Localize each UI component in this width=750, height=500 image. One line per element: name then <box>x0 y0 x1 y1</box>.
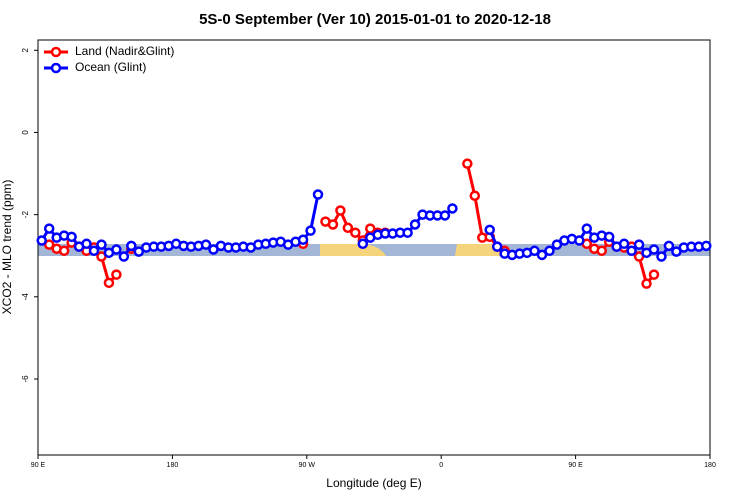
y-tick-label: -2 <box>21 211 30 219</box>
series-marker <box>596 245 607 257</box>
chart-title: 5S-0 September (Ver 10) 2015-01-01 to 20… <box>199 11 551 28</box>
series-marker <box>663 240 675 252</box>
series-marker <box>118 251 130 262</box>
x-tick-label: 90 E <box>568 462 583 469</box>
y-tick-label: 0 <box>21 130 30 135</box>
series-marker <box>58 245 70 257</box>
series-marker <box>103 277 115 289</box>
legend-label: Land (Nadir&Glint) <box>75 44 174 58</box>
series-marker <box>402 227 413 238</box>
series-marker <box>297 234 309 245</box>
series-marker <box>439 210 451 221</box>
series-marker <box>603 231 615 243</box>
x-tick-label: 0 <box>439 462 443 469</box>
x-axis-label: Longitude (deg E) <box>326 476 421 490</box>
series-marker <box>111 244 122 255</box>
series-marker <box>551 239 563 250</box>
legend-marker <box>50 62 62 74</box>
series-marker <box>81 238 92 250</box>
series-marker <box>536 249 548 261</box>
series-marker <box>648 269 660 280</box>
series-marker <box>126 240 137 252</box>
series-marker <box>641 278 652 289</box>
series-marker <box>96 239 107 250</box>
series-marker <box>342 222 354 234</box>
series-marker <box>36 235 47 246</box>
series-marker <box>312 189 324 200</box>
series-marker <box>701 240 712 252</box>
series-marker <box>409 219 421 230</box>
series-marker <box>671 246 682 257</box>
series-marker <box>88 245 100 257</box>
y-tick-label: 2 <box>21 47 30 52</box>
series-marker <box>618 238 630 250</box>
series-marker <box>66 231 77 243</box>
series-marker <box>327 219 339 230</box>
series-marker <box>462 158 473 169</box>
series-marker <box>656 251 667 262</box>
series-marker <box>484 224 495 236</box>
series-marker <box>133 246 145 257</box>
series-marker <box>335 205 346 216</box>
x-tick-label: 90 E <box>31 462 46 469</box>
land-band <box>320 244 386 256</box>
series-marker <box>574 235 585 246</box>
series-marker <box>43 239 55 250</box>
x-tick-label: 90 W <box>299 462 316 469</box>
series-marker <box>544 245 555 257</box>
series-marker <box>469 190 481 201</box>
series-marker <box>626 245 637 257</box>
series-marker <box>648 244 660 255</box>
series-marker <box>357 238 369 250</box>
series-marker <box>447 203 458 214</box>
series-marker <box>305 225 316 236</box>
series-marker <box>350 227 361 238</box>
series-marker <box>581 223 593 234</box>
series-marker <box>529 245 540 257</box>
y-axis-label: XCO2 - MLO trend (ppm) <box>0 180 14 315</box>
series-marker <box>43 223 55 234</box>
legend-label: Ocean (Glint) <box>75 60 146 74</box>
y-tick-label: -4 <box>21 293 30 301</box>
series-marker <box>491 241 503 252</box>
series-marker <box>111 269 122 280</box>
x-tick-label: 180 <box>167 462 179 469</box>
series-marker <box>633 239 645 250</box>
y-tick-label: -6 <box>21 375 30 383</box>
x-tick-label: 180 <box>704 462 716 469</box>
series-marker <box>200 239 212 250</box>
legend-marker <box>50 46 62 58</box>
